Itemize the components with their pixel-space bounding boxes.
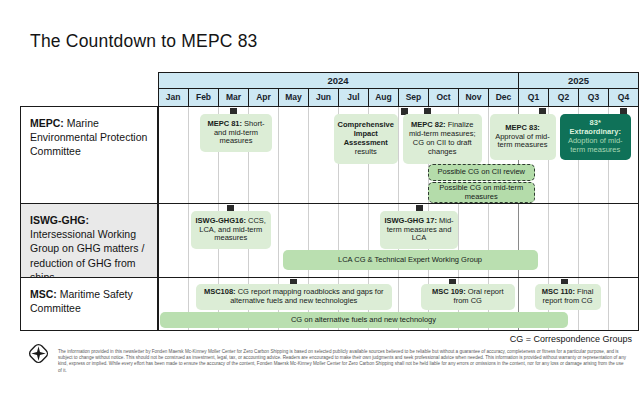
header-divider-line [158, 88, 639, 89]
center-logo-icon [25, 340, 52, 367]
slide: The Countdown to MEPC 83 20242025JanFebM… [0, 0, 640, 400]
disclaimer-text: The information provided in this newslet… [58, 349, 628, 374]
row-divider-line [20, 106, 639, 107]
row-divider-line [20, 277, 639, 278]
row-label-column-border [20, 106, 158, 331]
page-title: The Countdown to MEPC 83 [30, 31, 258, 52]
timeline-outer-border [158, 72, 639, 331]
row-divider-line [20, 203, 639, 204]
legend-cg-note: CG = Correspondence Groups [510, 334, 632, 344]
